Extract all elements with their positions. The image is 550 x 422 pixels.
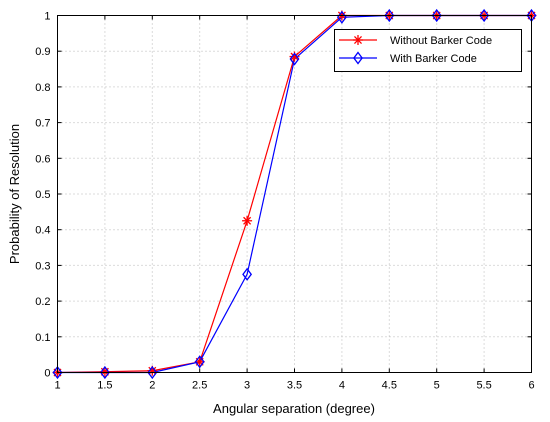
y-tick-label: 0.3 (35, 260, 50, 272)
plot-border (57, 15, 532, 373)
data-point (289, 52, 300, 66)
data-point (242, 215, 253, 226)
data-point (147, 365, 158, 376)
y-tick-label: 0.8 (35, 82, 50, 94)
x-axis-label: Angular separation (degree) (213, 401, 375, 416)
legend-asterisk-icon (353, 35, 363, 45)
y-tick-label: 0.5 (35, 189, 50, 201)
x-tick-label: 1.5 (97, 380, 112, 392)
x-tick-label: 2 (149, 380, 155, 392)
x-tick-label: 4.5 (382, 380, 397, 392)
x-tick-label: 6 (528, 380, 534, 392)
data-point (431, 8, 442, 23)
y-tick-label: 0.9 (35, 46, 50, 58)
y-tick-label: 0.4 (35, 225, 50, 237)
legend-diamond-icon (353, 51, 363, 65)
y-axis-label: Probability of Resolution (7, 124, 22, 264)
grid (57, 15, 532, 373)
data-point (147, 365, 158, 380)
data-point (242, 267, 253, 281)
data-point (194, 355, 205, 369)
y-axis-tick-labels: 0 0.1 0.2 0.3 0.4 0.5 0.6 0.7 0.8 0.9 1 (35, 11, 50, 380)
data-point (52, 365, 63, 380)
x-tick-label: 3.5 (287, 380, 302, 392)
y-tick-label: 0.7 (35, 118, 50, 130)
y-tick-label: 0.6 (35, 153, 50, 165)
data-point (99, 365, 110, 380)
legend-label-without-barker: Without Barker Code (390, 35, 492, 47)
y-tick-label: 0.2 (35, 296, 50, 308)
x-tick-label: 5 (434, 380, 440, 392)
data-point (479, 8, 490, 23)
y-tick-label: 0.1 (35, 332, 50, 344)
x-tick-label: 1 (54, 380, 60, 392)
y-tick-label: 1 (44, 11, 50, 23)
legend-marker-with-barker (353, 51, 363, 65)
legend: Without Barker Code With Barker Code (334, 29, 522, 72)
legend-label-with-barker: With Barker Code (390, 53, 477, 65)
legend-box (334, 29, 522, 72)
x-tick-label: 2.5 (192, 380, 207, 392)
x-tick-label: 5.5 (476, 380, 491, 392)
x-tick-label: 4 (339, 380, 345, 392)
x-axis-tick-labels: 1 1.5 2 2.5 3 3.5 4 4.5 5 5.5 6 (54, 380, 534, 392)
legend-marker-without-barker (353, 35, 363, 45)
y-tick-label: 0 (44, 368, 50, 380)
data-point (384, 8, 395, 23)
x-tick-label: 3 (244, 380, 250, 392)
